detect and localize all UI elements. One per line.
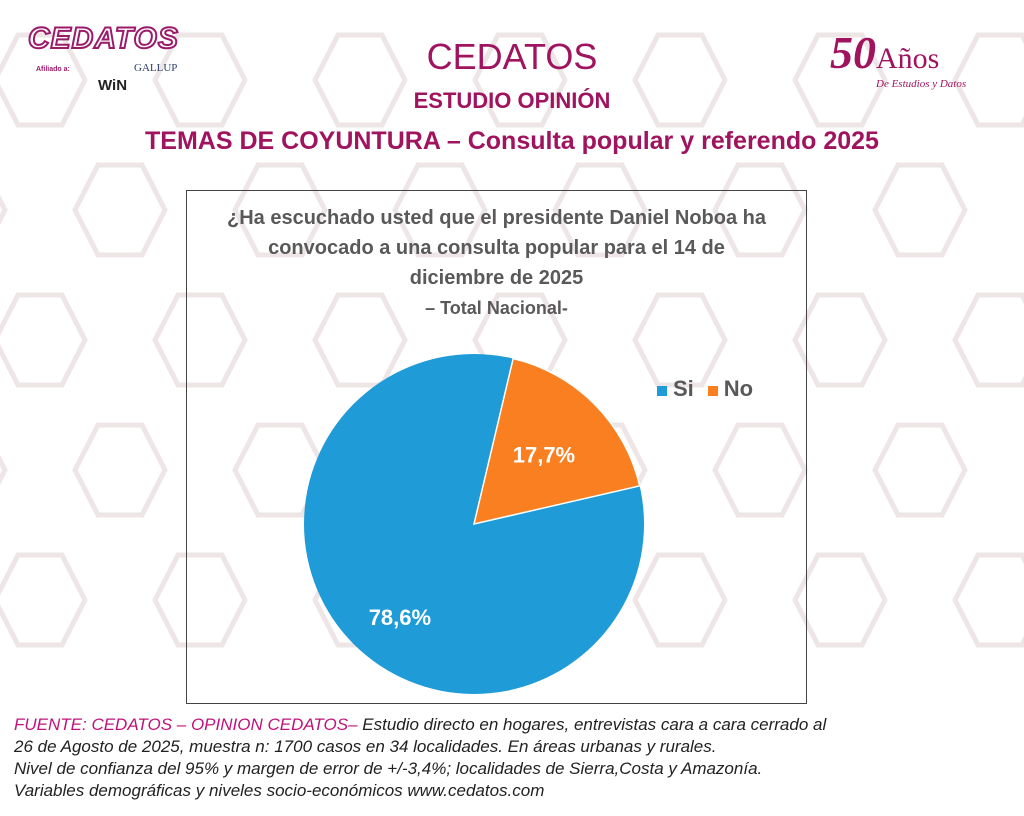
watermark-hexagon [0,292,88,388]
watermark-hexagon [232,162,328,258]
pie-slice-no [472,357,641,526]
footer-line-3: Nivel de confianza del 95% y margen de e… [14,759,763,778]
watermark-hexagon [632,292,728,388]
watermark-hexagon [632,32,728,128]
win-logo: WiN [98,77,128,94]
watermark-hexagon [872,162,968,258]
data-label-no: 17,7% [513,442,575,467]
watermark-hexagon [392,162,488,258]
anniversary-logo: 50Años De Estudios y Datos [830,26,966,90]
watermark-hexagon [952,32,1024,128]
watermark-hexagon [72,162,168,258]
watermark-hexagon [552,162,648,258]
gallup-logo: GALLUP [134,62,178,74]
watermark-hexagon [952,292,1024,388]
chart-frame: 78,6% 17,7% ¿Ha escuchado usted que el pr… [186,190,807,704]
watermark-hexagon [0,552,88,648]
watermark-hexagon [632,552,728,648]
watermark-hexagon [712,162,808,258]
footer-line-4: Variables demográficas y niveles socio-e… [14,781,545,800]
watermark-hexagon [152,292,248,388]
legend-item-no: No [707,376,753,402]
legend-item-si: Si [657,376,694,402]
legend: Si No [657,376,753,402]
cedatos-logo: CEDATOS Afiliado a: GALLUP WiN [27,21,179,94]
watermark-hexagon [792,292,888,388]
watermark-hexagon [952,552,1024,648]
pie-chart: 78,6% 17,7% [304,354,644,694]
watermark-hexagon [872,422,968,518]
watermark-hexagon [792,32,888,128]
watermark-hexagon [712,422,808,518]
watermark-hexagon [312,292,408,388]
anniversary-tagline: De Estudios y Datos [876,78,967,90]
topic-title: TEMAS DE COYUNTURA – Consulta popular y … [145,127,879,155]
watermark-hexagon [472,32,568,128]
chart-question: ¿Ha escuchado usted que el presidente Da… [227,207,767,289]
source-label: FUENTE: CEDATOS – OPINION CEDATOS– [14,715,358,734]
footer-line-1: Estudio directo en hogares, entrevistas … [357,715,827,734]
watermark-hexagon [0,194,8,226]
watermark-hexagon [312,32,408,128]
chart-subtitle: – Total Nacional- [425,298,568,318]
anniversary-number: 50 [830,27,876,78]
watermark-hexagon [72,422,168,518]
logo-text: CEDATOS [27,21,179,56]
watermark-hexagon [152,32,248,128]
watermark-hexagon [792,552,888,648]
anniversary-word: Años [876,42,940,75]
study-title: ESTUDIO OPINIÓN [413,88,611,113]
org-title: CEDATOS [426,36,598,77]
chart-title: ¿Ha escuchado usted que el presidente Da… [187,203,806,323]
watermark-hexagon [0,454,8,486]
watermark-hexagon [152,552,248,648]
footer-line-2: 26 de Agosto de 2025, muestra n: 1700 ca… [14,737,717,756]
affiliated-label: Afiliado a: [36,66,70,73]
watermark-hexagon [0,32,88,128]
footer-note: FUENTE: CEDATOS – OPINION CEDATOS– Estud… [14,714,826,802]
data-label-si: 78,6% [369,605,431,630]
